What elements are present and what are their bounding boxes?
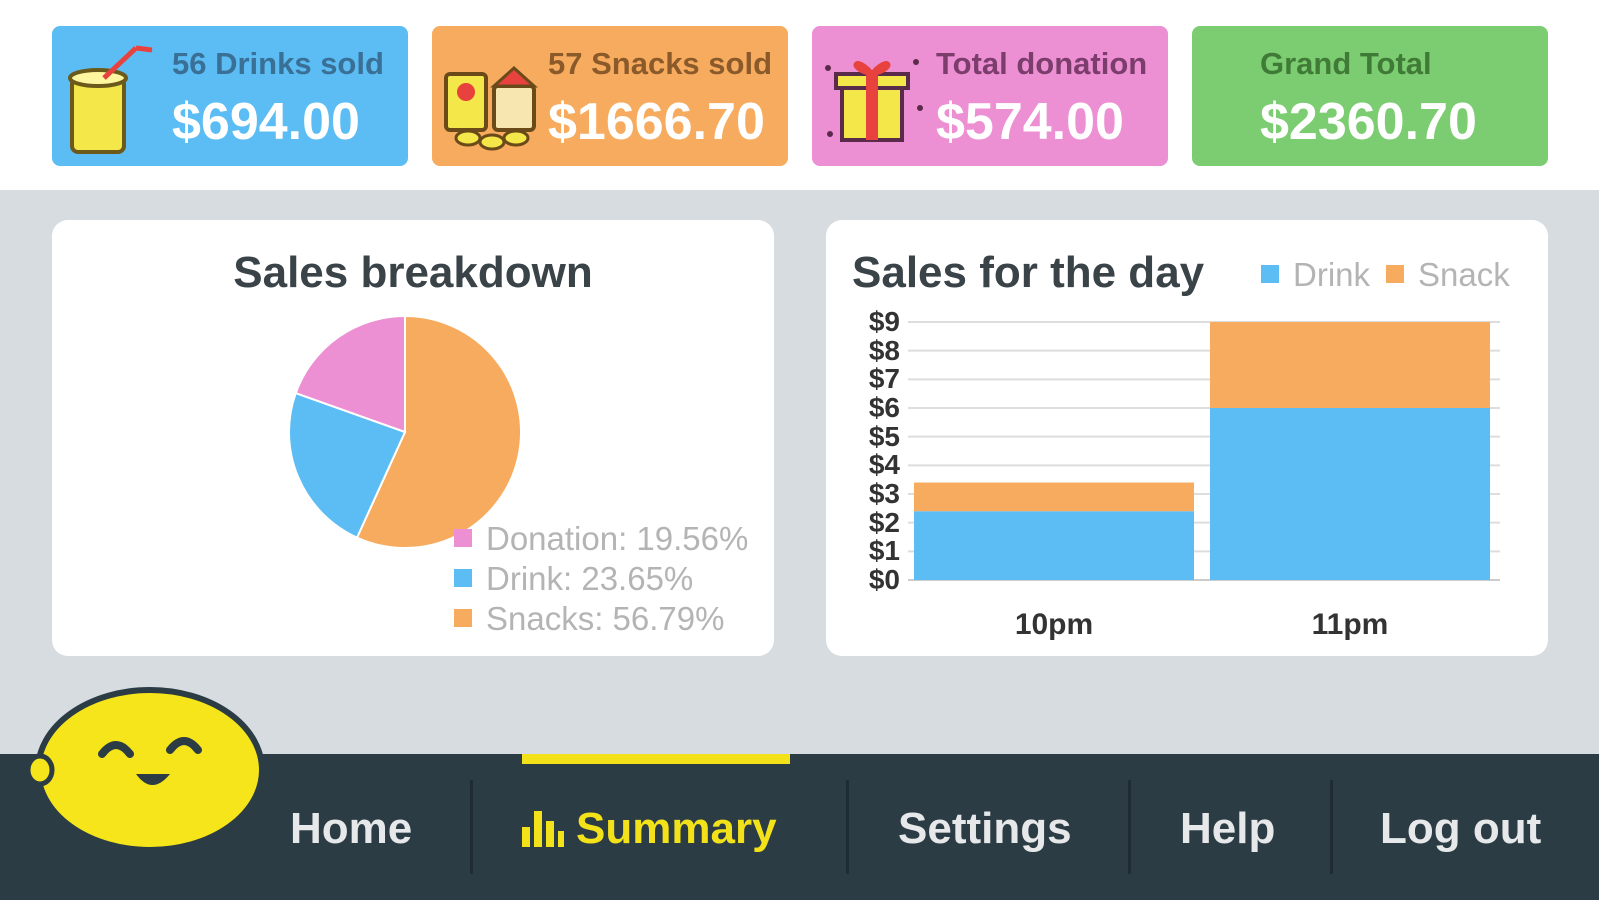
legend-swatch [1261, 265, 1279, 284]
legend-drink: Drink: 23.65% [454, 560, 693, 598]
donation-card: Total donation $574.00 [812, 26, 1168, 166]
stats-bar: 56 Drinks sold $694.00 57 Snacks sold $1… [0, 0, 1599, 190]
legend-swatch [454, 609, 472, 628]
y-tick-label: $4 [868, 449, 900, 481]
snacks-label: 57 Snacks sold [548, 46, 773, 81]
lemon-mascot-icon [25, 687, 265, 853]
bar-chart-title: Sales for the day [852, 248, 1205, 297]
bar-chart [908, 321, 1500, 581]
legend-donation-label: Donation: 19.56% [486, 520, 749, 557]
snacks-icon [444, 65, 538, 151]
bottom-nav: Home Summary Settings Help Log out [0, 754, 1599, 900]
y-tick-label: $5 [868, 420, 900, 452]
y-tick-label: $1 [868, 535, 900, 567]
y-tick-label: $9 [868, 306, 900, 337]
bar-snack-10pm [914, 482, 1194, 512]
legend-bar-snack-label: Snack [1418, 256, 1510, 293]
bar-snack-11pm [1210, 322, 1490, 408]
y-tick-label: $0 [868, 564, 900, 595]
y-tick-label: $7 [868, 363, 900, 395]
sales-breakdown-panel: Sales breakdown Donation: 19.56% Drink: … [52, 220, 774, 656]
drinks-amount: $694.00 [172, 93, 360, 151]
nav-divider [1128, 780, 1131, 874]
nav-divider [846, 780, 849, 874]
nav-home[interactable]: Home [290, 804, 412, 854]
legend-swatch [454, 529, 472, 548]
snacks-amount: $1666.70 [548, 93, 765, 151]
nav-summary-label: Summary [576, 804, 777, 853]
nav-summary[interactable]: Summary [520, 804, 777, 854]
sales-day-panel: Sales for the day Drink Snack $0 $1 $2 $3 $4… [826, 220, 1548, 656]
grand-total-amount: $2360.70 [1260, 93, 1477, 151]
drinks-label: 56 Drinks sold [172, 46, 384, 81]
legend-bar-snack: Snack [1386, 256, 1510, 294]
legend-drink-label: Drink: 23.65% [486, 560, 694, 597]
bar-drink-11pm [1210, 408, 1490, 580]
nav-divider [470, 780, 473, 874]
pie-slice-donation [294, 314, 406, 434]
nav-logout[interactable]: Log out [1380, 804, 1541, 854]
grand-total-card: Grand Total $2360.70 [1192, 26, 1548, 166]
legend-donation: Donation: 19.56% [454, 520, 748, 558]
y-tick-label: $6 [868, 392, 900, 423]
y-tick-label: $2 [868, 506, 900, 538]
legend-swatch [454, 569, 472, 588]
bar-chart-icon [522, 811, 564, 847]
bar-drink-10pm [914, 511, 1194, 580]
nav-help-label: Help [1180, 804, 1276, 853]
pie-chart-title: Sales breakdown [233, 248, 593, 297]
donation-amount: $574.00 [936, 93, 1124, 151]
drinks-card: 56 Drinks sold $694.00 [52, 26, 408, 166]
active-tab-indicator [522, 754, 790, 764]
y-tick-label: $3 [868, 478, 900, 509]
nav-settings-label: Settings [898, 804, 1072, 853]
pie-slice-drink [288, 391, 407, 539]
y-tick-label: $8 [868, 334, 900, 366]
nav-settings[interactable]: Settings [898, 804, 1072, 854]
snacks-card: 57 Snacks sold $1666.70 [432, 26, 788, 166]
legend-swatch [1386, 265, 1404, 284]
nav-divider [1330, 780, 1333, 874]
donation-label: Total donation [936, 46, 1148, 81]
legend-bar-drink-label: Drink [1293, 256, 1371, 293]
drink-icon [68, 45, 153, 154]
pie-slice-snacks [355, 314, 522, 549]
legend-snacks: Snacks: 56.79% [454, 600, 724, 638]
gift-icon [825, 59, 923, 142]
legend-snacks-label: Snacks: 56.79% [486, 600, 725, 637]
x-tick-label: 11pm [1311, 608, 1389, 641]
pie-chart [288, 314, 522, 549]
grand-total-label: Grand Total [1260, 46, 1432, 81]
nav-help[interactable]: Help [1180, 804, 1275, 854]
nav-home-label: Home [290, 804, 413, 853]
legend-bar-drink: Drink [1261, 256, 1370, 294]
nav-logout-label: Log out [1380, 804, 1542, 853]
x-tick-label: 10pm [1014, 608, 1094, 641]
